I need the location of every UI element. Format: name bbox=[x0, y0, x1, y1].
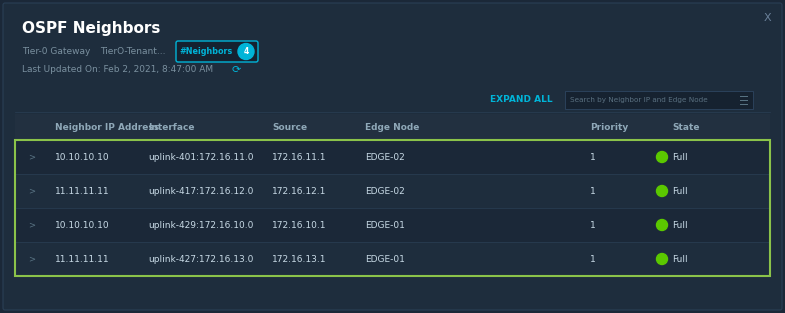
Text: 172.16.10.1: 172.16.10.1 bbox=[272, 220, 327, 229]
Bar bbox=[15, 208, 770, 242]
Text: uplink-417:172.16.12.0: uplink-417:172.16.12.0 bbox=[148, 187, 254, 196]
Text: TierO-Tenant...: TierO-Tenant... bbox=[100, 48, 166, 57]
Text: Interface: Interface bbox=[148, 122, 195, 131]
Text: Full: Full bbox=[672, 152, 688, 162]
Text: Edge Node: Edge Node bbox=[365, 122, 419, 131]
Text: Priority: Priority bbox=[590, 122, 628, 131]
Text: OSPF Neighbors: OSPF Neighbors bbox=[22, 20, 160, 35]
Text: EXPAND ALL: EXPAND ALL bbox=[490, 95, 553, 105]
Text: Full: Full bbox=[672, 254, 688, 264]
Text: >: > bbox=[28, 152, 35, 162]
Text: Neighbor IP Address: Neighbor IP Address bbox=[55, 122, 159, 131]
FancyBboxPatch shape bbox=[3, 3, 782, 310]
Text: 1: 1 bbox=[590, 187, 596, 196]
Text: 10.10.10.10: 10.10.10.10 bbox=[55, 152, 110, 162]
Text: EDGE-01: EDGE-01 bbox=[365, 254, 405, 264]
Text: #Neighbors: #Neighbors bbox=[180, 47, 232, 56]
Text: Search by Neighbor IP and Edge Node: Search by Neighbor IP and Edge Node bbox=[570, 97, 708, 103]
Bar bbox=[15, 174, 770, 208]
Text: EDGE-01: EDGE-01 bbox=[365, 220, 405, 229]
Text: uplink-427:172.16.13.0: uplink-427:172.16.13.0 bbox=[148, 254, 254, 264]
Bar bbox=[15, 114, 770, 140]
Text: EDGE-02: EDGE-02 bbox=[365, 187, 405, 196]
Text: Tier-0 Gateway: Tier-0 Gateway bbox=[22, 48, 90, 57]
Text: Full: Full bbox=[672, 187, 688, 196]
Text: uplink-401:172.16.11.0: uplink-401:172.16.11.0 bbox=[148, 152, 254, 162]
Circle shape bbox=[656, 186, 667, 197]
Text: 11.11.11.11: 11.11.11.11 bbox=[55, 187, 110, 196]
FancyBboxPatch shape bbox=[565, 91, 753, 109]
Text: 172.16.12.1: 172.16.12.1 bbox=[272, 187, 327, 196]
Text: >: > bbox=[28, 187, 35, 196]
Text: 10.10.10.10: 10.10.10.10 bbox=[55, 220, 110, 229]
Text: 172.16.11.1: 172.16.11.1 bbox=[272, 152, 327, 162]
Text: EDGE-02: EDGE-02 bbox=[365, 152, 405, 162]
Bar bbox=[15, 242, 770, 276]
Text: 172.16.13.1: 172.16.13.1 bbox=[272, 254, 327, 264]
Bar bbox=[15, 140, 770, 174]
Circle shape bbox=[656, 151, 667, 162]
Text: Source: Source bbox=[272, 122, 307, 131]
Text: uplink-429:172.16.10.0: uplink-429:172.16.10.0 bbox=[148, 220, 254, 229]
Text: X: X bbox=[763, 13, 771, 23]
Text: 4: 4 bbox=[243, 47, 249, 56]
Text: Full: Full bbox=[672, 220, 688, 229]
Bar bbox=[15, 140, 770, 276]
Text: 1: 1 bbox=[590, 152, 596, 162]
Text: 1: 1 bbox=[590, 220, 596, 229]
FancyBboxPatch shape bbox=[176, 41, 258, 62]
Circle shape bbox=[656, 254, 667, 264]
Text: State: State bbox=[672, 122, 699, 131]
Text: ⟳: ⟳ bbox=[232, 65, 241, 75]
Text: >: > bbox=[28, 254, 35, 264]
Circle shape bbox=[656, 219, 667, 230]
Text: 1: 1 bbox=[590, 254, 596, 264]
Text: >: > bbox=[28, 220, 35, 229]
Text: 11.11.11.11: 11.11.11.11 bbox=[55, 254, 110, 264]
Circle shape bbox=[238, 44, 254, 59]
Text: Last Updated On: Feb 2, 2021, 8:47:00 AM: Last Updated On: Feb 2, 2021, 8:47:00 AM bbox=[22, 65, 213, 74]
